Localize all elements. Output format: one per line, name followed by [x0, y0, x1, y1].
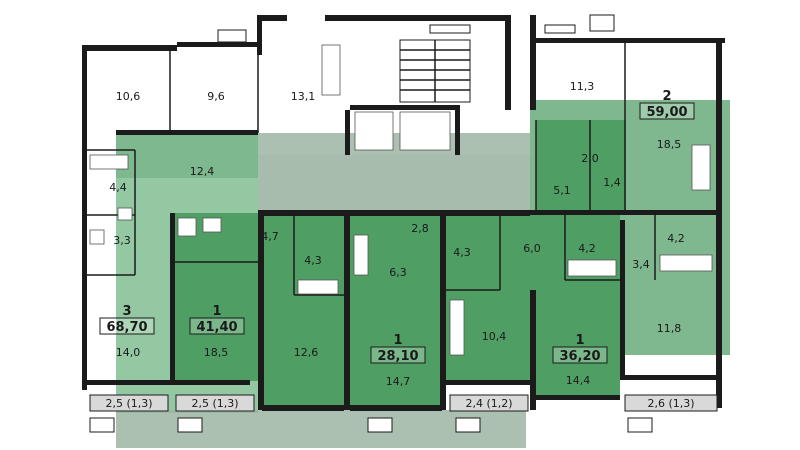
room-area-label: 3,3 [113, 234, 131, 247]
apartment-rooms: 2 [662, 89, 671, 104]
room-area-label: 3,4 [632, 258, 650, 271]
room-area-label: 10,4 [482, 330, 507, 343]
room-area-label: 14,0 [116, 346, 141, 359]
apartment-rooms: 1 [212, 304, 221, 319]
room-area-label: 5,1 [553, 184, 571, 197]
apartment-badge-1c[interactable]: 1 36,20 [552, 333, 608, 364]
stairwell [354, 39, 471, 151]
room-area-label: 11,8 [657, 322, 682, 335]
room-area-label: 2,0 [581, 152, 599, 165]
room-area-label: 14,4 [566, 374, 591, 387]
room-area-label: 18,5 [204, 346, 229, 359]
apartment-area: 28,10 [377, 349, 418, 364]
windows [89, 14, 653, 433]
room-area-label: 18,5 [657, 138, 682, 151]
room-area-label: 4,7 [261, 230, 279, 243]
room-labels: 10,6 9,6 13,1 11,3 18,5 12,4 4,4 3,3 14,… [109, 80, 685, 388]
room-area-label: 6,3 [389, 266, 407, 279]
apartment-badge-1a[interactable]: 1 41,40 [189, 304, 245, 335]
apartment-fills [170, 120, 626, 408]
room-area-label: 4,4 [109, 181, 127, 194]
apartment-rooms: 1 [393, 333, 402, 348]
balcony-label: 2,4 (1,2) [465, 397, 512, 410]
room-area-label: 6,0 [523, 242, 541, 255]
walls [82, 15, 725, 411]
room-area-label: 10,6 [116, 90, 141, 103]
apartment-badge-3[interactable]: 3 68,70 [99, 304, 155, 335]
apartment-rooms: 3 [122, 304, 131, 319]
apartment-badge-1b[interactable]: 1 28,10 [370, 333, 426, 364]
room-area-label: 13,1 [291, 90, 316, 103]
room-area-label: 9,6 [207, 90, 225, 103]
apartment-badge-2[interactable]: 2 59,00 [639, 89, 695, 120]
room-area-label: 1,4 [603, 176, 621, 189]
room-area-label: 11,3 [570, 80, 595, 93]
apartment-area: 36,20 [559, 349, 600, 364]
balcony-strips [89, 394, 718, 412]
partitions [87, 43, 656, 296]
fixtures [89, 44, 713, 356]
room-area-label: 4,2 [578, 242, 596, 255]
balcony-label: 2,6 (1,3) [647, 397, 694, 410]
apartment-area: 68,70 [106, 320, 147, 335]
apartment-area: 59,00 [646, 105, 687, 120]
balcony-label: 2,5 (1,3) [105, 397, 152, 410]
room-area-label: 4,3 [453, 246, 471, 259]
apartment-area: 41,40 [196, 320, 237, 335]
apartment-rooms: 1 [575, 333, 584, 348]
room-area-label: 12,4 [190, 165, 215, 178]
balcony-labels: 2,5 (1,3) 2,5 (1,3) 2,4 (1,2) 2,6 (1,3) [105, 397, 694, 410]
room-area-label: 14,7 [386, 375, 411, 388]
balcony-label: 2,5 (1,3) [191, 397, 238, 410]
room-area-label: 4,3 [304, 254, 322, 267]
room-area-label: 12,6 [294, 346, 319, 359]
room-area-label: 4,2 [667, 232, 685, 245]
room-area-label: 2,8 [411, 222, 429, 235]
